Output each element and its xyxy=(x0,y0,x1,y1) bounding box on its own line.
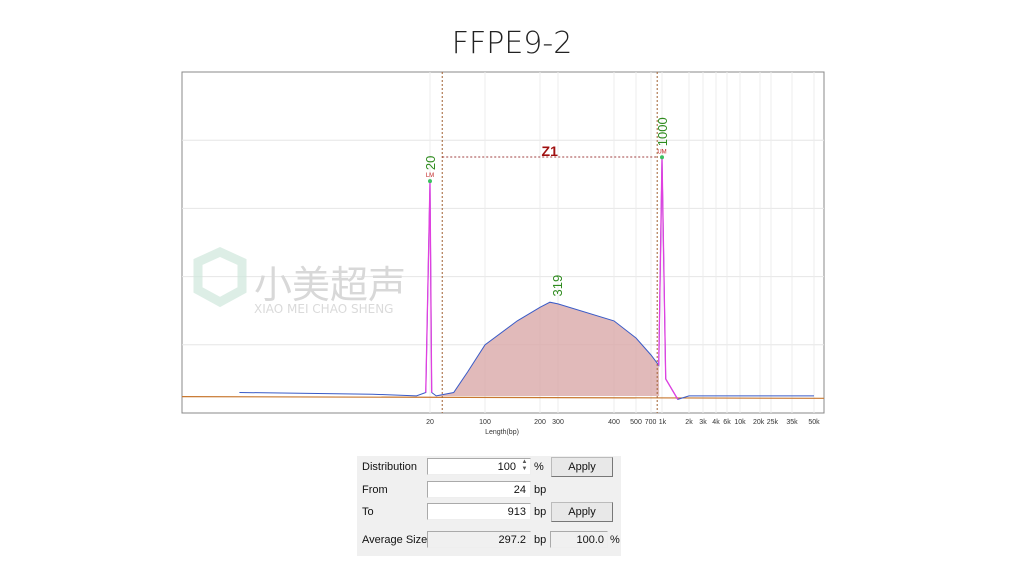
distribution-row: Distribution 100 ▲ ▼ % Apply xyxy=(357,457,621,477)
x-tick-label: 10k xyxy=(734,419,746,426)
x-axis-label: Length(bp) xyxy=(485,429,519,436)
x-tick-label: 200 xyxy=(534,419,546,426)
watermark-subtext: XIAO MEI CHAO SHENG xyxy=(254,302,393,316)
to-label: To xyxy=(362,506,374,518)
watermark-text: 小美超声 xyxy=(254,263,406,307)
distribution-input[interactable]: 100 xyxy=(427,458,531,475)
to-input[interactable]: 913 xyxy=(427,503,531,520)
electropherogram: 20 100 200 300 400 500 700 1k 2k 3k 4k 6k 10k 20k 25k 3… xyxy=(181,71,825,436)
chart-title: FFPE9-2 xyxy=(451,26,573,61)
x-tick-label: 35k xyxy=(786,419,798,426)
average-size-value: 297.2 xyxy=(427,531,531,548)
marker-dot xyxy=(660,155,664,160)
to-unit: bp xyxy=(534,506,547,518)
marker-size-label: 20 xyxy=(423,156,438,170)
x-tick-label: 4k xyxy=(712,419,720,426)
marker-tag: LM xyxy=(426,173,434,179)
distribution-value: 100 xyxy=(497,461,516,473)
apply-distribution-button[interactable]: Apply xyxy=(551,457,613,477)
marker-peak xyxy=(658,157,679,400)
x-tick-label: 500 xyxy=(630,419,642,426)
x-tick-label: 2k xyxy=(685,419,693,426)
from-input[interactable]: 24 xyxy=(427,481,531,498)
to-row: To 913 bp Apply xyxy=(357,502,621,522)
percent-unit: % xyxy=(610,534,620,546)
x-tick-label: 20k xyxy=(753,419,765,426)
baseline xyxy=(181,396,825,399)
marker-size-label: 1000 xyxy=(655,117,670,146)
average-size-label: Average Size xyxy=(362,534,428,546)
from-unit: bp xyxy=(534,484,547,496)
region-label: Z1 xyxy=(542,143,559,159)
average-row: Average Size 297.2 bp 100.0 % xyxy=(357,530,621,550)
distribution-stepper[interactable]: ▲ ▼ xyxy=(521,459,528,472)
x-tick-label: 3k xyxy=(699,419,707,426)
x-tick-label: 20 xyxy=(426,419,434,426)
apply-range-button[interactable]: Apply xyxy=(551,502,613,522)
x-tick-label: 300 xyxy=(552,419,564,426)
distribution-label: Distribution xyxy=(362,461,418,473)
watermark-logo xyxy=(193,247,247,308)
distribution-unit: % xyxy=(534,461,544,473)
smear-fill xyxy=(436,302,660,396)
average-size-unit: bp xyxy=(534,534,547,546)
from-row: From 24 bp xyxy=(357,480,621,500)
x-tick-label: 400 xyxy=(608,419,620,426)
x-tick-label: 6k xyxy=(723,419,731,426)
x-tick-label: 700 xyxy=(645,419,657,426)
marker-tag: UM xyxy=(657,149,666,155)
from-label: From xyxy=(362,484,388,496)
x-tick-label: 100 xyxy=(479,419,491,426)
peak-label: 319 xyxy=(550,275,565,297)
x-tick-label: 25k xyxy=(767,419,779,426)
marker-dot xyxy=(428,179,432,184)
x-tick-label: 50k xyxy=(808,419,820,426)
percent-value: 100.0 xyxy=(550,531,608,548)
sizing-panel: Distribution 100 ▲ ▼ % Apply From 24 bp T… xyxy=(357,456,621,556)
x-tick-label: 1k xyxy=(659,419,667,426)
